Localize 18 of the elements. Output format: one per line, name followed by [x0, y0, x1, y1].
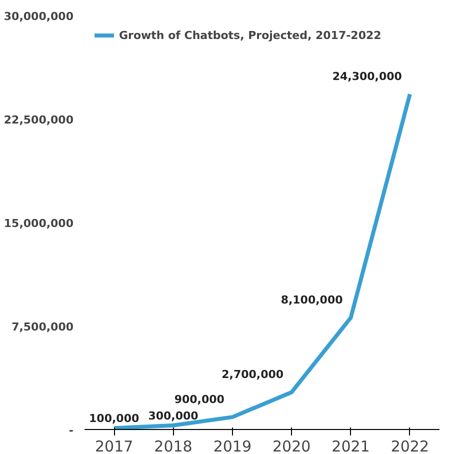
data-label: 8,100,000 [280, 294, 344, 307]
x-tick-label: 2019 [213, 438, 252, 454]
x-tick-label: 2022 [390, 438, 430, 454]
data-label: 2,700,000 [222, 368, 284, 382]
y-tick-label: 22,500,000 [4, 114, 74, 126]
data-label: 100,000 [89, 412, 140, 426]
y-tick-label: - [68, 424, 74, 437]
y-tick-label: 15,000,000 [4, 217, 74, 230]
legend-label: Growth of Chatbots, Projected, 2017-2022 [119, 28, 382, 42]
x-tick-label: 2021 [332, 438, 370, 454]
x-tick-label: 2018 [154, 438, 192, 454]
y-tick-label: 30,000,000 [4, 10, 74, 23]
data-label: 300,000 [148, 409, 199, 422]
data-label: 24,300,000 [332, 70, 402, 84]
x-tick-label: 2017 [94, 438, 134, 454]
data-label: 900,000 [174, 393, 225, 406]
x-tick-label: 2020 [272, 438, 311, 454]
y-tick-label: 7,500,000 [12, 320, 74, 334]
